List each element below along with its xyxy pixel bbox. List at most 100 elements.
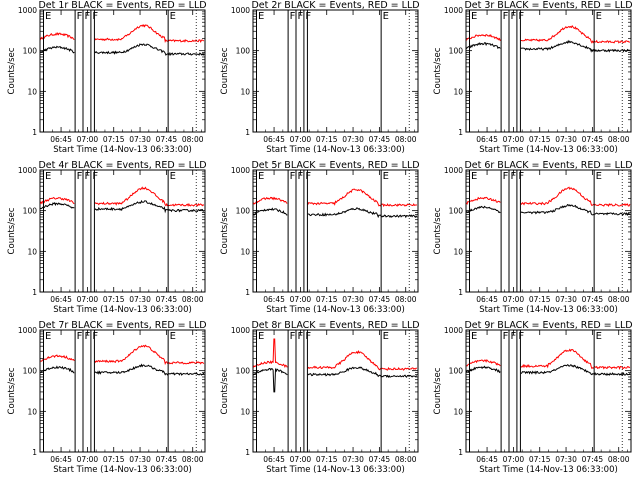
panel-det-1r: Det 1r BLACK = Events, RED = LLD 1 10 100 10… [7, 0, 207, 155]
x-axis-label: Start Time (14-Nov-13 06:33:00) [479, 305, 618, 315]
series-events-line [520, 364, 631, 376]
x-tick-label: 08:00 [395, 295, 417, 304]
y-tick-label: 10 [453, 407, 463, 416]
x-tick-label: 06:45 [476, 295, 498, 304]
marker-label-f: F [298, 331, 304, 342]
marker-label-f: F [77, 331, 83, 342]
series-events-line [94, 363, 205, 376]
x-tick-label: 07:15 [529, 295, 551, 304]
marker-label-e: E [45, 331, 51, 342]
marker-label-f: F [518, 11, 524, 22]
y-tick-label: 1000 [231, 326, 250, 335]
marker-label-e: E [170, 171, 176, 182]
series-lld-line [39, 196, 75, 205]
y-tick-label: 1000 [444, 326, 463, 335]
series-events-line [466, 205, 501, 214]
panel-title: Det 5r BLACK = Events, RED = LLD [251, 160, 419, 171]
marker-label-f: F [290, 11, 296, 22]
panel-det-6r: Det 6r BLACK = Events, RED = LLD 1 10 100 10… [433, 160, 633, 315]
x-tick-label: 06:45 [50, 455, 72, 464]
x-axis-label: Start Time (14-Nov-13 06:33:00) [266, 465, 405, 475]
x-axis-label: Start Time (14-Nov-13 06:33:00) [479, 145, 618, 155]
x-tick-label: 06:45 [50, 295, 72, 304]
x-tick-label: 08:00 [182, 455, 204, 464]
x-tick-label: 07:30 [129, 455, 151, 464]
x-tick-label: 07:00 [503, 295, 525, 304]
x-tick-label: 07:15 [103, 455, 125, 464]
x-tick-label: 07:15 [316, 135, 338, 144]
x-tick-label: 08:00 [608, 135, 630, 144]
x-tick-label: 07:45 [369, 295, 391, 304]
x-tick-label: 07:00 [290, 135, 312, 144]
series-lld-line [465, 33, 501, 42]
panel-det-8r: Det 8r BLACK = Events, RED = LLD 1 10 100 10… [220, 320, 420, 475]
marker-label-f: F [305, 11, 311, 22]
marker-label-f: F [305, 171, 311, 182]
series-lld-line [307, 349, 418, 371]
marker-label-f: F [298, 171, 304, 182]
y-tick-label: 1 [32, 288, 37, 297]
y-tick-label: 100 [23, 207, 38, 216]
series-lld-line [40, 354, 75, 362]
marker-label-f: F [85, 171, 91, 182]
y-tick-label: 1 [245, 288, 250, 297]
panel-det-5r: Det 5r BLACK = Events, RED = LLD 1 10 100 10… [220, 160, 420, 315]
series-events-line [520, 39, 631, 53]
series-events-line [253, 367, 288, 393]
x-tick-label: 07:30 [555, 295, 577, 304]
panel-det-7r: Det 7r BLACK = Events, RED = LLD 1 10 100 10… [7, 320, 207, 475]
series-lld-line [466, 196, 501, 205]
marker-label-f: F [85, 11, 91, 22]
x-tick-label: 07:15 [529, 135, 551, 144]
marker-label-e: E [383, 171, 389, 182]
x-tick-label: 07:45 [582, 295, 604, 304]
y-tick-label: 100 [236, 367, 251, 376]
y-tick-label: 1000 [231, 166, 250, 175]
x-tick-label: 07:00 [503, 455, 525, 464]
panel-det-2r: Det 2r BLACK = Events, RED = LLD 1 10 100 10… [220, 0, 420, 155]
y-tick-label: 10 [27, 247, 37, 256]
y-tick-label: 1 [458, 448, 463, 457]
y-tick-label: 10 [453, 247, 463, 256]
y-tick-label: 100 [236, 207, 251, 216]
x-tick-label: 06:45 [263, 135, 285, 144]
marker-label-e: E [596, 11, 602, 22]
y-tick-label: 10 [453, 87, 463, 96]
x-tick-label: 07:15 [316, 455, 338, 464]
series-events-line [466, 365, 501, 374]
series-lld-line [94, 23, 205, 43]
marker-label-e: E [596, 171, 602, 182]
series-lld-line [466, 358, 501, 367]
y-tick-label: 1 [32, 128, 37, 137]
y-tick-label: 1 [245, 448, 250, 457]
x-tick-label: 07:45 [582, 455, 604, 464]
series-lld-line [94, 186, 205, 207]
y-axis-label: Counts/sec [433, 47, 443, 94]
series-events-line [40, 365, 75, 374]
marker-label-f: F [77, 11, 83, 22]
x-tick-label: 08:00 [395, 455, 417, 464]
y-tick-label: 100 [236, 47, 251, 56]
y-tick-label: 10 [240, 407, 250, 416]
x-tick-label: 07:30 [342, 295, 364, 304]
series-lld-line [94, 344, 205, 366]
marker-label-f: F [503, 331, 509, 342]
x-tick-label: 07:00 [77, 455, 99, 464]
series-events-line [40, 45, 75, 54]
x-tick-label: 07:30 [342, 455, 364, 464]
y-tick-label: 10 [240, 247, 250, 256]
y-axis-label: Counts/sec [220, 207, 230, 254]
marker-label-f: F [85, 331, 91, 342]
panel-title: Det 8r BLACK = Events, RED = LLD [251, 320, 419, 331]
series-lld-line [520, 24, 631, 44]
y-tick-label: 100 [23, 367, 38, 376]
panel-title: Det 2r BLACK = Events, RED = LLD [251, 0, 419, 11]
x-tick-label: 07:00 [77, 295, 99, 304]
panels-group: Det 1r BLACK = Events, RED = LLD11010010… [7, 0, 633, 475]
y-axis-label: Counts/sec [220, 47, 230, 94]
marker-label-f: F [298, 11, 304, 22]
marker-label-f: F [511, 331, 517, 342]
x-tick-label: 07:30 [342, 135, 364, 144]
panel-title: Det 9r BLACK = Events, RED = LLD [464, 320, 632, 331]
